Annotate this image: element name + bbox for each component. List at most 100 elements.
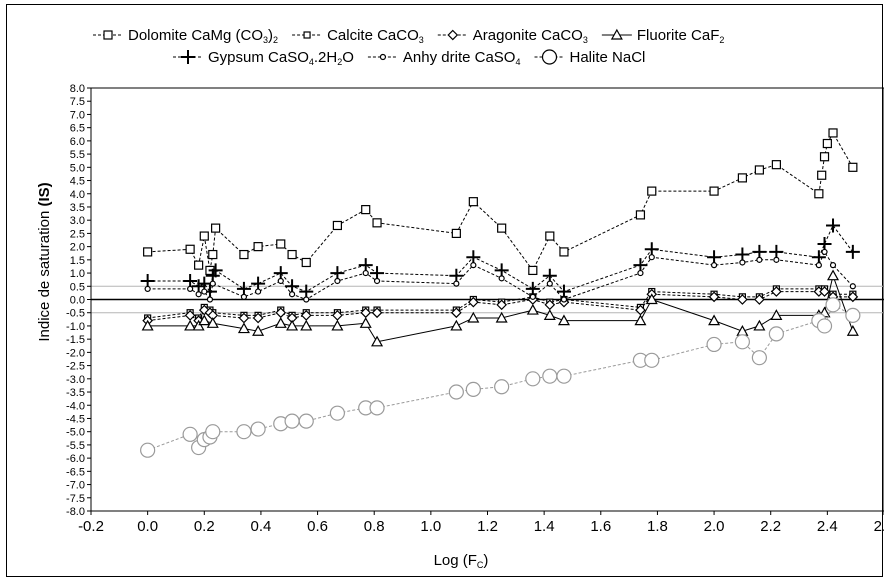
y-axis: 8.07.57.06.56.05.55.04.54.03.53.02.52.01… <box>66 83 91 518</box>
data-point <box>644 352 660 368</box>
data-point <box>525 371 541 387</box>
data-point <box>198 314 211 326</box>
data-point <box>331 319 344 331</box>
data-point <box>300 319 313 331</box>
data-point <box>495 311 508 323</box>
legend-marker <box>610 28 623 40</box>
data-point <box>737 294 748 305</box>
y-tick-label: 0.0 <box>70 295 85 307</box>
data-point <box>144 285 151 293</box>
x-tick-label: 2.4 <box>817 518 838 535</box>
data-point <box>288 291 296 298</box>
data-point <box>498 275 505 282</box>
data-point <box>635 210 646 220</box>
data-point <box>332 220 342 231</box>
data-point <box>450 319 463 331</box>
x-tick-label: 1.8 <box>647 518 668 535</box>
data-point <box>560 296 568 303</box>
y-axis-label: Indice de saturation (IS) <box>36 182 53 341</box>
data-point <box>825 297 841 313</box>
data-point <box>528 265 538 276</box>
data-point <box>633 258 648 273</box>
data-point <box>240 293 248 300</box>
series-6 <box>140 297 861 458</box>
data-point <box>205 424 221 440</box>
x-tick-label: 2.0 <box>704 518 725 535</box>
y-tick-label: -2.5 <box>66 361 85 373</box>
data-point <box>845 244 860 259</box>
data-point <box>239 249 249 260</box>
data-point <box>183 273 198 288</box>
y-tick-label: 7.5 <box>70 96 85 108</box>
data-point <box>237 322 250 334</box>
data-point <box>739 259 746 266</box>
y-tick-label: 4.0 <box>70 189 85 201</box>
data-point <box>847 291 859 303</box>
y-tick-label: 2.5 <box>70 228 85 240</box>
data-point <box>358 258 373 273</box>
data-point <box>710 262 718 269</box>
y-tick-label: 1.0 <box>70 268 85 280</box>
data-point <box>192 319 205 331</box>
y-tick-label: 6.0 <box>70 136 85 148</box>
data-point <box>195 291 202 298</box>
data-point <box>276 239 286 249</box>
data-point <box>542 368 558 384</box>
data-point <box>822 138 832 149</box>
data-point <box>707 250 722 265</box>
legend-label: Gypsum CaSO4.2H2O <box>208 49 354 67</box>
data-point <box>329 405 345 421</box>
legend-label: Aragonite CaCO3 <box>473 27 588 45</box>
legend-item: Gypsum CaSO4.2H2O <box>173 49 354 67</box>
y-tick-label: -5.5 <box>66 440 85 452</box>
data-point <box>330 266 345 281</box>
data-point <box>526 303 539 315</box>
data-point <box>208 263 223 278</box>
data-point <box>494 263 509 278</box>
data-point <box>453 280 460 287</box>
legend-item: Anhy drite CaSO4 <box>367 49 521 67</box>
data-point <box>849 283 856 290</box>
data-point <box>371 335 384 347</box>
data-point <box>182 426 198 442</box>
series-0 <box>143 128 858 276</box>
data-point <box>846 324 859 336</box>
legend-label: Calcite CaCO3 <box>327 27 424 45</box>
data-point <box>449 268 464 283</box>
x-tick-label: -0.2 <box>78 518 104 535</box>
data-point <box>236 424 252 440</box>
data-point <box>529 293 536 300</box>
data-point <box>819 286 830 297</box>
legend-marker <box>541 49 558 65</box>
y-tick-label: 3.0 <box>70 215 85 227</box>
x-tick-label: 2.6 <box>874 518 884 535</box>
data-point <box>634 314 647 326</box>
y-tick-label: 5.5 <box>70 149 85 161</box>
data-point <box>771 160 781 170</box>
data-point <box>468 197 478 207</box>
legend: Dolomite CaMg (CO3)2 Calcite CaCO3 Aragoni… <box>93 27 724 67</box>
data-point <box>298 413 314 429</box>
data-point <box>299 284 314 299</box>
legend-item: Aragonite CaCO3 <box>437 27 588 45</box>
data-point <box>373 277 381 285</box>
data-point <box>450 307 462 319</box>
data-point <box>140 273 155 288</box>
data-point <box>814 189 824 199</box>
legend-label: Halite NaCl <box>570 49 646 66</box>
y-tick-label: -6.5 <box>66 466 85 478</box>
y-tick-label: 7.0 <box>70 109 85 121</box>
legend-item: Halite NaCl <box>534 49 646 66</box>
data-point <box>362 269 369 277</box>
legend-item: Fluorite CaF2 <box>601 27 724 45</box>
data-point <box>848 162 858 172</box>
data-point <box>467 296 479 308</box>
data-point <box>201 288 208 295</box>
y-tick-label: 1.5 <box>70 255 85 267</box>
legend-marker <box>379 53 387 61</box>
data-point <box>542 268 557 283</box>
x-tick-label: 0.4 <box>250 518 271 535</box>
data-point <box>208 249 218 260</box>
data-point <box>771 286 782 297</box>
series-4 <box>140 218 860 299</box>
